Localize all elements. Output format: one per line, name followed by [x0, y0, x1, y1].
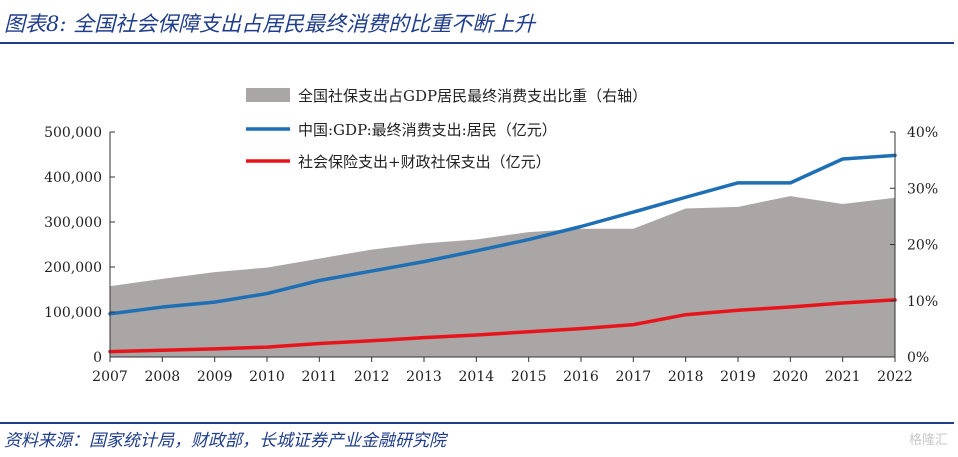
legend: 全国社保支出占GDP居民最终消费支出比重（右轴） 中国:GDP:最终消费支出:居民… — [246, 87, 647, 171]
title-divider — [0, 42, 954, 44]
source-note: 资料来源：国家统计局，财政部，长城证券产业金融研究院 — [4, 431, 446, 451]
chart-title: 图表8: 全国社会保障支出占居民最终消费的比重不断上升 — [4, 12, 536, 36]
x-tick-label: 2011 — [302, 369, 338, 385]
x-tick-label: 2021 — [825, 369, 861, 385]
x-tick-label: 2019 — [720, 369, 756, 385]
source-divider — [0, 422, 954, 424]
axes: 0 100,000 200,000 300,000 400,000 500,000 0% 10… — [44, 125, 938, 385]
legend-label: 全国社保支出占GDP居民最终消费支出比重（右轴） — [298, 87, 647, 105]
x-tick-label: 2007 — [92, 369, 128, 385]
x-tick-label: 2008 — [145, 369, 181, 385]
line-series-2 — [108, 298, 897, 354]
right-tick-label: 20% — [907, 238, 938, 254]
watermark-logo: 格隆汇 — [908, 433, 948, 448]
x-tick-label: 2018 — [668, 369, 704, 385]
left-tick-label: 400,000 — [44, 170, 102, 186]
x-tick-label: 2010 — [249, 369, 285, 385]
legend-label: 中国:GDP:最终消费支出:居民（亿元） — [298, 121, 557, 139]
right-tick-label: 10% — [907, 294, 938, 310]
x-tick-label: 2015 — [511, 369, 547, 385]
x-tick-label: 2014 — [459, 369, 495, 385]
right-tick-label: 40% — [907, 125, 938, 141]
left-tick-label: 300,000 — [44, 215, 102, 231]
left-tick-label: 500,000 — [44, 125, 102, 141]
legend-label: 社会保险支出+财政社保支出（亿元） — [298, 153, 551, 171]
x-tick-label: 2009 — [197, 369, 233, 385]
x-tick-label: 2020 — [773, 369, 809, 385]
chart: 0 100,000 200,000 300,000 400,000 500,000 0% 10… — [44, 87, 938, 385]
x-tick-label: 2022 — [877, 369, 913, 385]
legend-swatch-area — [246, 88, 290, 102]
plot-area — [108, 153, 897, 357]
line-series-1 — [108, 153, 897, 316]
right-tick-label: 0% — [907, 350, 929, 366]
right-tick-label: 30% — [907, 181, 938, 197]
x-tick-label: 2017 — [616, 369, 652, 385]
left-tick-label: 0 — [93, 350, 102, 366]
area-series-0 — [110, 196, 895, 357]
left-tick-label: 100,000 — [44, 305, 102, 321]
x-tick-label: 2016 — [563, 369, 599, 385]
left-tick-label: 200,000 — [44, 260, 102, 276]
x-tick-label: 2013 — [406, 369, 442, 385]
x-tick-label: 2012 — [354, 369, 390, 385]
